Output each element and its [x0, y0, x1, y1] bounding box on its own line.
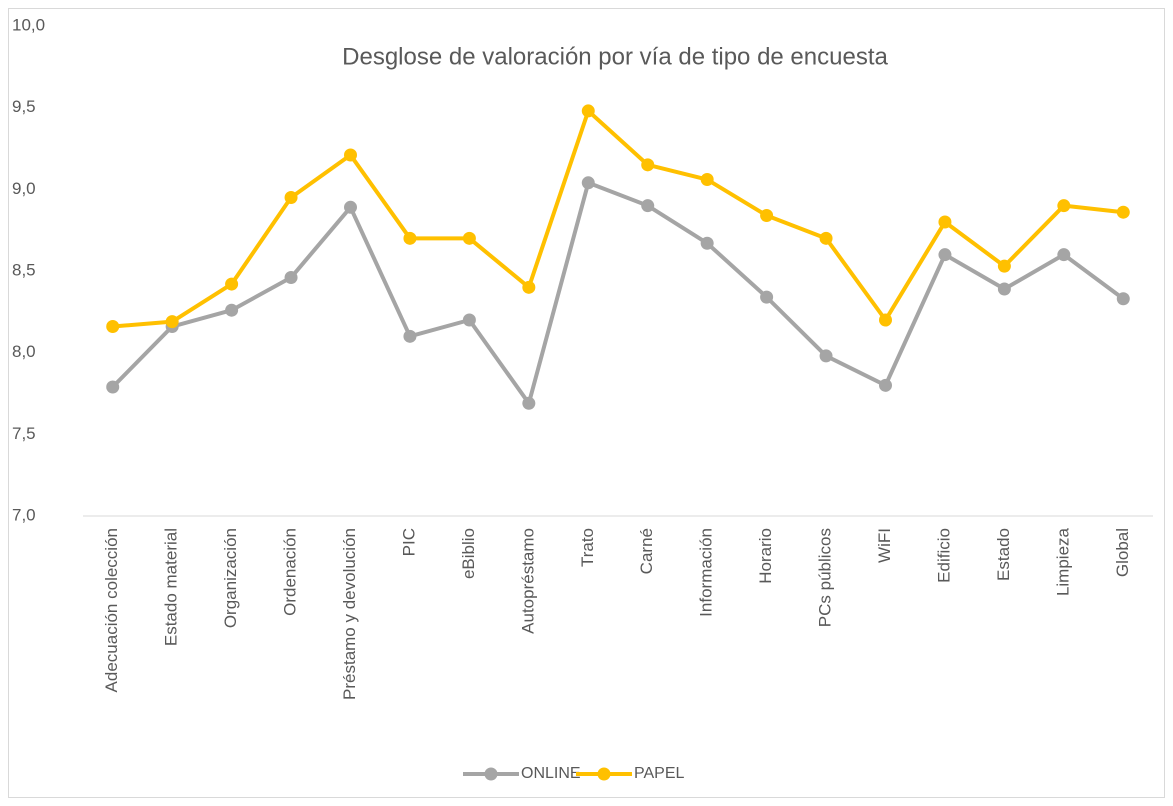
y-tick-label: 9,0 [12, 179, 36, 198]
data-point [344, 148, 357, 162]
data-point [760, 208, 774, 222]
x-tick-label: Global [1113, 528, 1132, 577]
x-tick-label: Organización [221, 528, 240, 628]
data-point [879, 378, 892, 392]
x-tick-label: Estado material [162, 528, 181, 646]
data-point [1057, 199, 1071, 213]
x-tick-label: eBiblio [459, 528, 478, 579]
y-tick-label: 7,0 [12, 505, 36, 524]
data-point [344, 200, 357, 214]
data-point [1057, 248, 1071, 262]
legend-label: PAPEL [634, 765, 685, 782]
data-point [700, 173, 714, 187]
data-point [284, 191, 298, 204]
data-point [938, 248, 952, 262]
data-point [879, 313, 892, 327]
data-point [997, 259, 1011, 273]
data-point [581, 176, 595, 190]
y-tick-label: 9,5 [12, 97, 36, 116]
x-tick-label: Información [697, 528, 716, 617]
series-line [111, 180, 1125, 406]
data-point [106, 320, 120, 334]
x-tick-label: PIC [399, 528, 418, 556]
data-point [938, 215, 952, 229]
x-tick-label: Carné [637, 528, 656, 574]
chart-frame [8, 8, 1165, 798]
data-point [165, 315, 179, 329]
data-point [522, 396, 536, 410]
chart-title: Desglose de valoración por vía de tipo d… [342, 43, 888, 70]
data-point [462, 313, 476, 327]
x-tick-label: Préstamo y devolución [340, 528, 359, 700]
data-point [641, 199, 655, 213]
legend-marker [597, 767, 611, 781]
series-line [112, 108, 1124, 329]
y-tick-label: 8,5 [12, 260, 36, 279]
data-point [1116, 205, 1130, 219]
data-point [819, 349, 833, 363]
data-point [700, 236, 714, 250]
data-point [106, 380, 120, 394]
x-tick-label: WiFI [875, 528, 894, 563]
data-point [819, 231, 833, 245]
data-point [403, 329, 417, 343]
x-tick-label: Trato [578, 528, 597, 567]
y-tick-label: 10,0 [12, 15, 45, 34]
data-point [522, 280, 536, 294]
x-tick-label: Edificio [934, 528, 953, 583]
x-tick-label: Estado [994, 528, 1013, 581]
x-tick-label: PCs públicos [816, 528, 835, 627]
data-point [225, 277, 239, 291]
data-point [1116, 292, 1130, 306]
data-point [641, 158, 655, 172]
x-tick-label: Horario [756, 528, 775, 584]
data-point [284, 271, 298, 285]
y-tick-label: 8,0 [12, 342, 36, 361]
data-point [403, 231, 417, 245]
x-tick-label: Limpieza [1053, 527, 1072, 596]
legend-marker [484, 767, 498, 781]
data-point [581, 104, 595, 118]
data-point [225, 303, 239, 317]
x-tick-label: Autopréstamo [518, 528, 537, 634]
data-point [997, 282, 1011, 296]
data-point [462, 231, 476, 245]
x-tick-label: Ordenación [281, 528, 300, 616]
legend-label: ONLINE [521, 765, 581, 782]
data-point [760, 290, 774, 304]
x-tick-label: Adecuación colección [102, 528, 121, 692]
y-tick-label: 7,5 [12, 424, 36, 443]
